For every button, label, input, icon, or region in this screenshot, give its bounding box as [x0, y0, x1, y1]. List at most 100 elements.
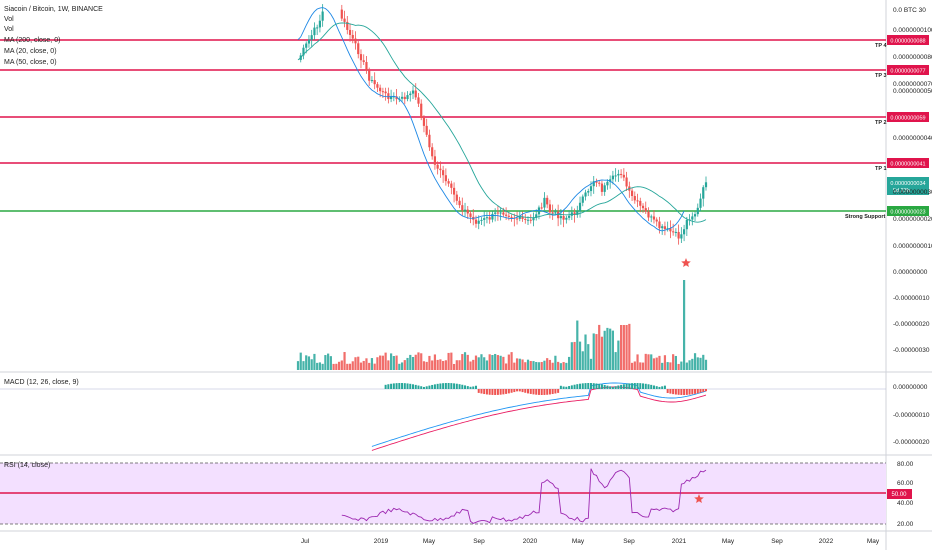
- candle-body: [310, 35, 313, 40]
- volume-bar: [480, 354, 483, 370]
- candle-body: [474, 219, 478, 224]
- time-tick: May: [423, 538, 436, 545]
- time-tick: 2019: [374, 538, 389, 545]
- volume-bar: [373, 363, 376, 370]
- macd-histogram-bar: [461, 384, 464, 389]
- macd-histogram-bar: [392, 383, 395, 389]
- indicator-vol-1[interactable]: Vol: [4, 16, 14, 23]
- volume-bar: [447, 352, 450, 370]
- hline-label: TP 4: [875, 43, 887, 49]
- volume-bar: [368, 362, 371, 370]
- price-badge-text: 0.0000000077: [890, 69, 925, 75]
- volume-bar: [515, 358, 519, 370]
- volume-bar: [305, 355, 308, 370]
- candle-body: [532, 217, 535, 221]
- candle-body: [381, 91, 384, 93]
- candle-body: [652, 216, 656, 220]
- candle-body: [442, 170, 445, 176]
- macd-histogram-bar: [565, 386, 568, 389]
- macd-histogram-bar: [472, 386, 475, 389]
- rsi-level-text: 50.00: [891, 492, 907, 498]
- candle-body: [666, 228, 669, 230]
- volume-bar: [636, 354, 639, 370]
- volume-bar: [316, 362, 319, 370]
- candle-body: [420, 103, 423, 118]
- indicator-ma20[interactable]: MA (20, close, 0): [4, 48, 57, 55]
- candle-body: [682, 229, 686, 235]
- candle-body: [431, 147, 434, 157]
- price-tick: 0.0000000080: [893, 54, 932, 61]
- macd-histogram-bar: [696, 389, 699, 394]
- candle-body: [702, 187, 705, 199]
- volume-bar: [505, 363, 508, 370]
- volume-bar: [510, 352, 513, 370]
- macd-histogram-bar: [600, 384, 603, 389]
- candle-body: [485, 217, 489, 219]
- volume-bar: [603, 330, 606, 370]
- volume-bar: [652, 358, 656, 370]
- volume-bar: [428, 355, 431, 370]
- price-tick: 0.0000000070: [893, 81, 932, 88]
- indicator-ma50[interactable]: MA (50, close, 0): [4, 59, 57, 66]
- volume-bar: [313, 353, 316, 370]
- candle-body: [499, 212, 502, 214]
- volume-bar: [696, 357, 699, 370]
- macd-histogram-bar: [677, 389, 680, 395]
- indicator-vol-2[interactable]: Vol: [4, 26, 14, 33]
- candle-body: [521, 216, 524, 219]
- candle-body: [685, 219, 688, 230]
- macd-histogram-bar: [683, 389, 686, 395]
- candle-body: [677, 231, 680, 239]
- candle-body: [488, 217, 491, 220]
- macd-histogram-bar: [688, 389, 691, 395]
- macd-histogram-bar: [502, 389, 505, 395]
- candle-body: [477, 220, 480, 224]
- candle-body: [551, 212, 554, 214]
- volume-bar: [529, 360, 532, 370]
- macd-histogram-bar: [444, 383, 447, 389]
- macd-histogram-bar: [548, 389, 551, 395]
- volume-bar: [658, 355, 661, 370]
- volume-bar: [494, 353, 497, 370]
- macd-histogram-bar: [699, 389, 702, 393]
- candle-body: [422, 117, 426, 126]
- indicator-ma200[interactable]: MA (200, close, 0): [4, 37, 60, 44]
- macd-histogram-bar: [642, 383, 645, 389]
- time-tick: Sep: [623, 538, 635, 545]
- macd-histogram-bar: [595, 383, 598, 389]
- candle-body: [480, 219, 483, 221]
- candle-body: [403, 96, 406, 100]
- rsi-title[interactable]: RSI (14, close): [4, 462, 50, 469]
- volume-bar: [620, 325, 623, 370]
- volume-bar: [439, 359, 442, 370]
- price-badge-text: 0.0000000041: [890, 162, 925, 168]
- candle-body: [578, 202, 582, 212]
- candle-body: [368, 70, 371, 81]
- volume-bar: [639, 362, 642, 370]
- price-badge: [887, 112, 929, 122]
- candle-body: [636, 200, 639, 202]
- candle-body: [674, 231, 677, 233]
- candle-body: [406, 95, 409, 100]
- volume-bar: [630, 362, 634, 370]
- macd-title[interactable]: MACD (12, 26, close, 9): [4, 379, 79, 386]
- macd-histogram-bar: [439, 383, 442, 389]
- volume-bar: [702, 354, 705, 370]
- volume-bar: [576, 320, 579, 370]
- macd-histogram-bar: [628, 383, 631, 389]
- candle-body: [573, 212, 576, 215]
- volume-bar: [617, 340, 620, 370]
- volume-bar: [507, 354, 510, 370]
- volume-bar: [425, 361, 428, 370]
- volume-bar: [477, 357, 480, 370]
- macd-line: [371, 382, 707, 447]
- macd-histogram-bar: [557, 389, 560, 393]
- macd-histogram-bar: [527, 389, 530, 394]
- volume-bar: [677, 363, 680, 370]
- volume-bar: [409, 354, 412, 370]
- candle-body: [546, 197, 549, 205]
- candle-body: [633, 196, 636, 201]
- candle-body: [693, 214, 697, 217]
